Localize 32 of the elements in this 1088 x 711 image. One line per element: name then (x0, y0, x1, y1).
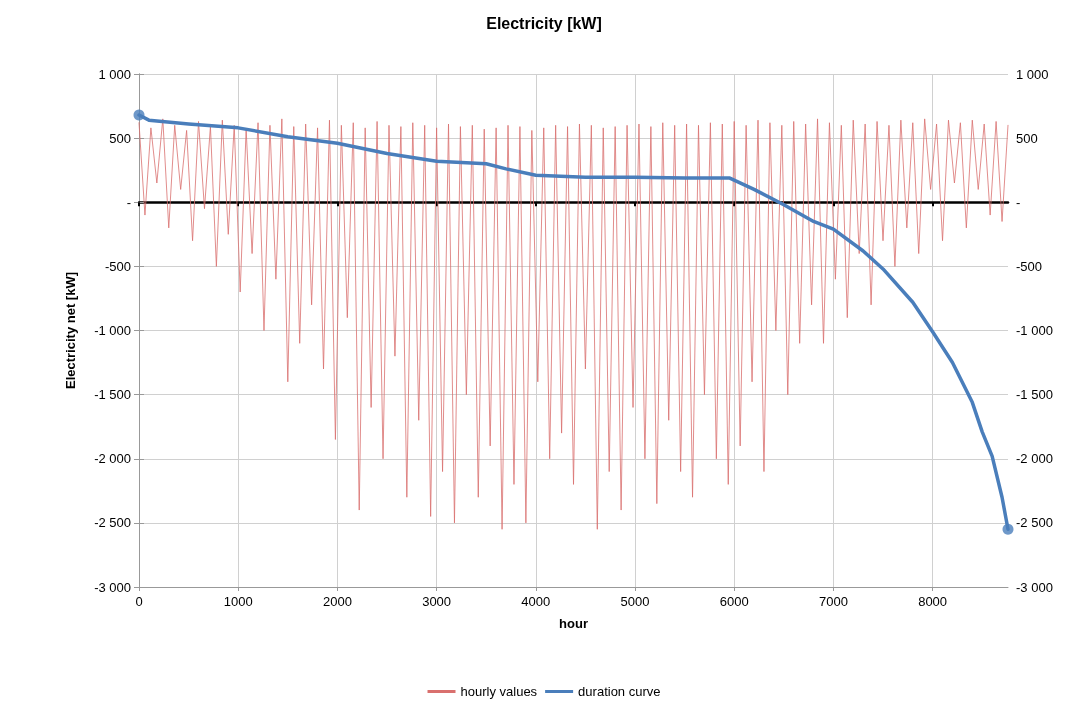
y-tick-label: 500 (109, 130, 131, 146)
y2-tick-label: 1 000 (1016, 66, 1049, 82)
x-tick-label: 1000 (223, 594, 253, 609)
y-tick-label: -1 000 (94, 323, 131, 338)
y2-tick-label: - (1016, 194, 1021, 210)
legend-label: duration curve (578, 684, 661, 699)
y2-tick-label: -1 000 (1016, 323, 1053, 338)
y-tick-label: -2 500 (94, 515, 131, 531)
x-tick-label: 2000 (322, 594, 352, 609)
y2-tick-label: 500 (1016, 130, 1038, 146)
x-tick-label: 7000 (818, 594, 848, 609)
y-tick-label: 1 000 (98, 66, 131, 82)
y-tick-label: -500 (104, 258, 131, 274)
x-tick-label: 8000 (918, 594, 948, 609)
x-tick-label: 0 (135, 594, 143, 609)
chart-title: Electricity [kW] (486, 14, 602, 32)
x-tick-label: 4000 (521, 594, 551, 609)
y2-tick-label: -2 500 (1016, 515, 1053, 531)
y-axis-title: Electricity net [kW] (63, 271, 78, 390)
y2-tick-label: -3 000 (1016, 579, 1053, 595)
x-tick-label: 3000 (422, 594, 452, 609)
y2-tick-label: -2 000 (1016, 451, 1053, 467)
x-tick-label: 5000 (620, 594, 650, 609)
x-tick-label: 6000 (719, 594, 749, 609)
legend-label: hourly values (460, 684, 538, 699)
y-tick-label: - (126, 194, 131, 210)
y2-tick-label: -500 (1016, 258, 1043, 274)
y-tick-label: -3 000 (94, 579, 131, 595)
x-axis-title: hour (559, 616, 588, 631)
y-tick-label: -2 000 (94, 451, 131, 467)
y-tick-label: -1 500 (94, 387, 131, 403)
y2-tick-label: -1 500 (1016, 387, 1053, 403)
